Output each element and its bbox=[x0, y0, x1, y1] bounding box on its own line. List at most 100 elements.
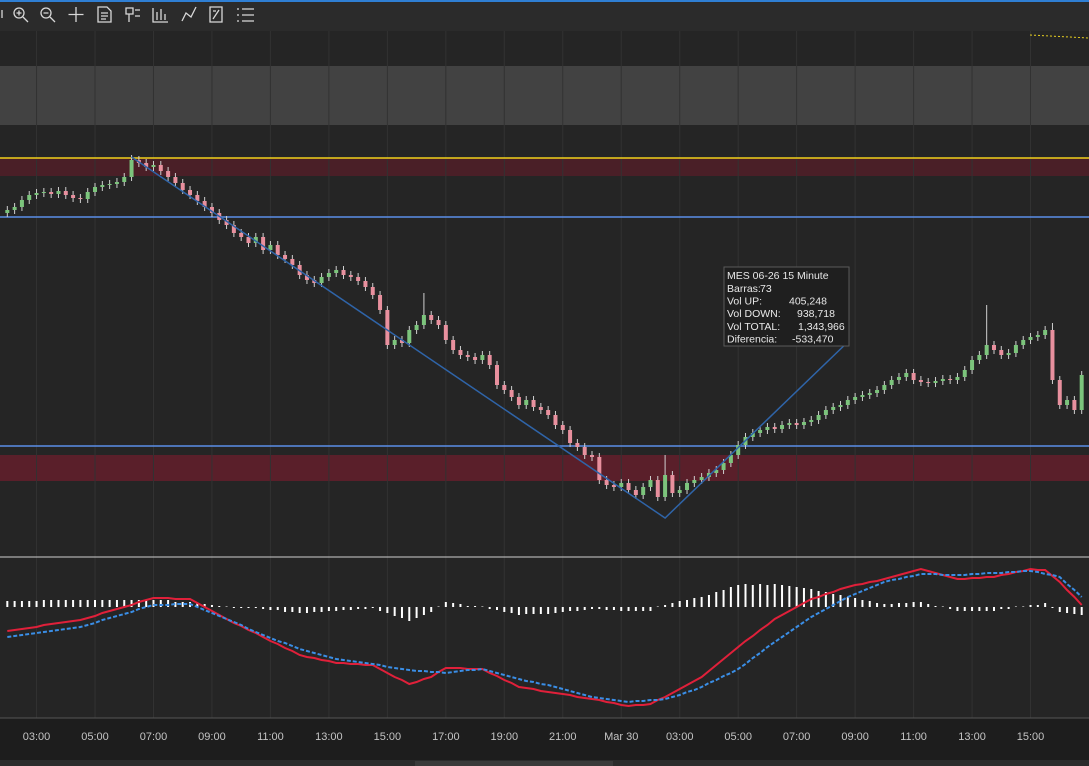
candle-body bbox=[509, 390, 514, 397]
candle-body bbox=[114, 182, 119, 184]
zone bbox=[0, 66, 1089, 125]
candle-body bbox=[421, 315, 426, 325]
icon-list[interactable] bbox=[237, 8, 254, 22]
candle-body bbox=[334, 270, 339, 273]
candle-body bbox=[882, 385, 887, 390]
candle-body bbox=[568, 430, 573, 443]
candle-body bbox=[816, 415, 821, 420]
candle-body bbox=[122, 177, 127, 182]
candle-body bbox=[1050, 330, 1055, 380]
zone bbox=[0, 455, 1089, 481]
candle-body bbox=[1079, 375, 1084, 410]
tooltip-value: 938,718 bbox=[797, 308, 835, 320]
candle-body bbox=[582, 447, 587, 455]
candle-body bbox=[911, 373, 916, 380]
candle-body bbox=[195, 195, 200, 201]
candle-body bbox=[494, 365, 499, 385]
candle-body bbox=[502, 385, 507, 390]
candle-body bbox=[41, 192, 46, 193]
candle-body bbox=[991, 345, 996, 350]
candle-body bbox=[1043, 330, 1048, 335]
candle-body bbox=[604, 480, 609, 485]
candle-body bbox=[246, 237, 251, 243]
candle-body bbox=[85, 192, 90, 199]
toolbar-icons bbox=[1, 6, 254, 23]
candle-body bbox=[699, 477, 704, 480]
candle-body bbox=[904, 373, 909, 377]
indicator-line bbox=[7, 570, 1083, 704]
tooltip-value: 73 bbox=[760, 283, 772, 295]
icon-zoom-in[interactable] bbox=[13, 7, 29, 23]
candle-body bbox=[107, 184, 112, 185]
candle-body bbox=[685, 483, 690, 490]
candle-body bbox=[399, 340, 404, 343]
toolbar bbox=[0, 0, 1089, 31]
x-tick-label: Mar 30 bbox=[604, 731, 638, 743]
candle-body bbox=[341, 270, 346, 275]
x-tick-label: 05:00 bbox=[724, 731, 752, 743]
candle-body bbox=[670, 475, 675, 493]
candle-body bbox=[275, 245, 280, 255]
candle-body bbox=[560, 425, 565, 430]
tooltip-label: Barras: bbox=[727, 283, 761, 295]
x-tick-label: 05:00 bbox=[81, 731, 109, 743]
icon-chart-style[interactable] bbox=[152, 8, 168, 23]
zone bbox=[0, 158, 1089, 176]
candle-body bbox=[984, 345, 989, 355]
candle-body bbox=[202, 201, 207, 207]
candle-body bbox=[1057, 380, 1062, 405]
candle-body bbox=[231, 225, 236, 233]
candle-body bbox=[436, 320, 441, 325]
candle-body bbox=[962, 370, 967, 377]
candle-body bbox=[458, 350, 463, 355]
x-tick-label: 17:00 bbox=[432, 731, 460, 743]
candle-body bbox=[794, 423, 799, 425]
candle-body bbox=[443, 325, 448, 340]
candle-body bbox=[889, 380, 894, 385]
candle-body bbox=[319, 277, 324, 283]
zones bbox=[0, 66, 1089, 481]
candle-body bbox=[63, 191, 68, 195]
candle-body bbox=[590, 455, 595, 457]
candle-body bbox=[144, 163, 149, 167]
candle-body bbox=[5, 210, 10, 213]
tooltip-value: 1,343,966 bbox=[798, 321, 845, 333]
candle-body bbox=[188, 190, 193, 195]
candle-body bbox=[926, 382, 931, 383]
overlays bbox=[131, 156, 849, 519]
candle-body bbox=[940, 379, 945, 381]
tooltip-value: 405,248 bbox=[789, 295, 827, 307]
candle-body bbox=[385, 310, 390, 345]
candle-body bbox=[867, 393, 872, 395]
icon-properties[interactable] bbox=[97, 6, 112, 23]
icon-data-box[interactable] bbox=[125, 7, 140, 22]
candle-body bbox=[692, 480, 697, 483]
candle-body bbox=[56, 191, 61, 194]
candle-body bbox=[1021, 340, 1026, 345]
candle-body bbox=[611, 485, 616, 487]
candle-body bbox=[845, 400, 850, 405]
candle-body bbox=[663, 475, 668, 497]
icon-strategy[interactable] bbox=[209, 6, 223, 23]
icon-crosshair[interactable] bbox=[68, 7, 84, 22]
candle-body bbox=[93, 187, 98, 192]
x-tick-label: 03:00 bbox=[23, 731, 51, 743]
candle-body bbox=[765, 427, 770, 430]
candle-body bbox=[516, 397, 521, 405]
scrollbar-thumb[interactable] bbox=[415, 761, 613, 766]
candle-body bbox=[19, 200, 24, 207]
candle-body bbox=[1006, 353, 1011, 355]
icon-zoom-out[interactable] bbox=[40, 7, 56, 23]
icon-drawing[interactable] bbox=[181, 6, 197, 22]
candle-body bbox=[875, 390, 880, 393]
time-axis-labels: 03:00 05:00 07:00 09:00 11:00 13:00 15:00 17:00… bbox=[23, 731, 1045, 743]
candle-body bbox=[158, 165, 163, 171]
candle-body bbox=[977, 355, 982, 360]
candle-body bbox=[823, 410, 828, 415]
candle-body bbox=[180, 183, 185, 190]
candle-body bbox=[414, 325, 419, 330]
candle-body bbox=[714, 470, 719, 473]
